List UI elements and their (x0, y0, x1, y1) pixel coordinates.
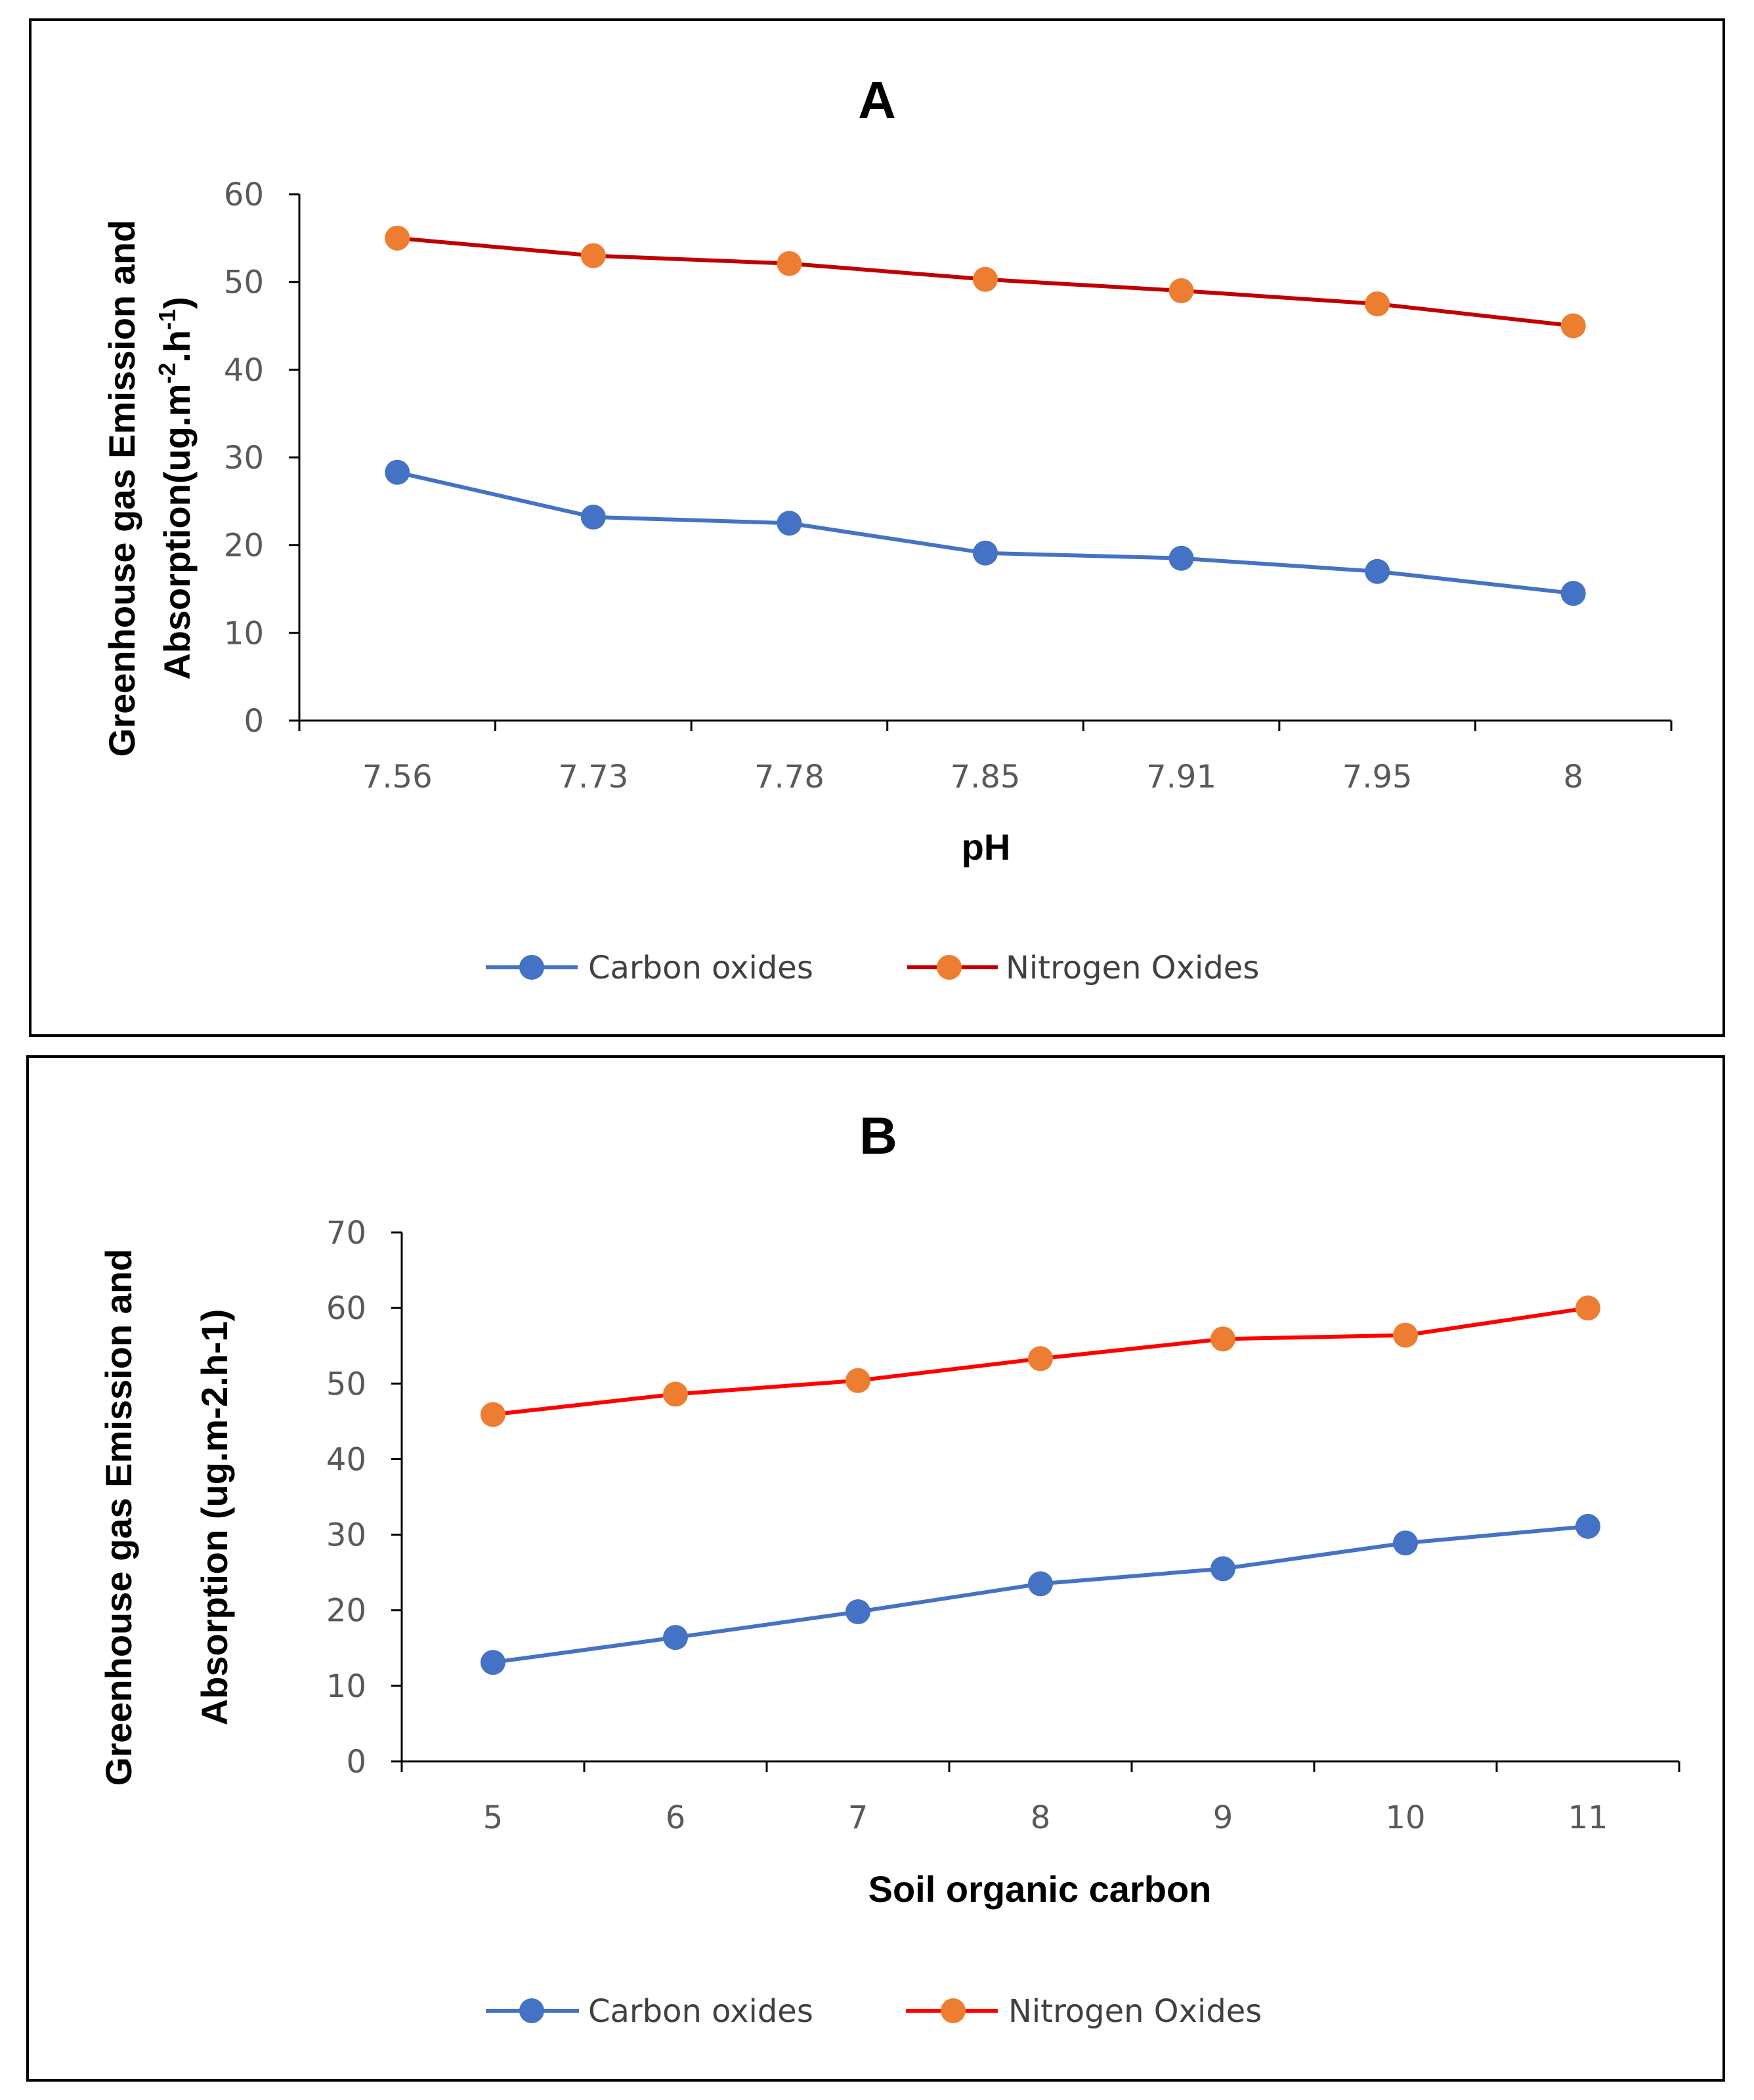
panel-b-x-tick-label: 11 (1568, 1799, 1608, 1836)
panel-b-plot-area: 0 10 20 30 40 50 60 70 5 6 7 8 9 10 11 (326, 1215, 1680, 1836)
panel-b-carbon-oxides-point (481, 1650, 505, 1675)
panel-b-legend: Carbon oxides Nitrogen Oxides (486, 1993, 1262, 2030)
panel-a-x-tick-label: 8 (1563, 759, 1583, 795)
panel-b-nitrogen-oxides-point (663, 1381, 688, 1407)
panel-b: B Greenhouse gas Emission and Absorption… (26, 1055, 1725, 2082)
panel-b-nitrogen-oxides-point (1575, 1295, 1600, 1321)
panel-b-legend-entry-carbon-oxides: Carbon oxides (486, 1993, 813, 2030)
panel-b-legend-label-carbon-oxides: Carbon oxides (588, 1993, 813, 2030)
panel-b-carbon-oxides-point (663, 1625, 688, 1650)
panel-b-y-label-line2: Absorption (ug.m-2.h-1) (194, 1309, 235, 1726)
panel-a-y-label-prefix: Absorption(ug.m (156, 384, 198, 680)
panel-a-y-tick-label: 20 (224, 528, 264, 564)
panel-a-carbon-oxides-point (973, 540, 998, 566)
panel-a-nitrogen-oxides-point (1365, 291, 1390, 317)
panel-a-carbon-oxides-point (1560, 581, 1586, 606)
panel-a-x-tick-label: 7.85 (951, 759, 1021, 795)
panel-b-y-tick-label: 0 (346, 1744, 366, 1780)
panel-a-y-label-sup2: -1 (154, 309, 181, 330)
panel-a-title: A (858, 71, 896, 129)
panel-a-y-label-mid: .h (156, 330, 198, 363)
panel-b-carbon-oxides-point (1393, 1530, 1418, 1556)
panel-a-legend-entry-carbon-oxides: Carbon oxides (486, 950, 813, 986)
panel-b-y-tick-label: 40 (326, 1441, 366, 1478)
panel-b-carbon-oxides-point (1028, 1571, 1053, 1597)
panel-b-x-tick-label: 10 (1385, 1799, 1425, 1836)
panel-b-x-tick-label: 5 (483, 1799, 503, 1836)
panel-a-carbon-oxides-point (1168, 545, 1194, 571)
panel-a-nitrogen-oxides-point (385, 225, 410, 251)
panel-a-x-tick-label: 7.91 (1146, 759, 1216, 795)
panel-a-legend-marker-nitrogen-oxides (937, 955, 962, 980)
panel-a-frame (29, 18, 1725, 1037)
panel-a-nitrogen-oxides-point (1560, 313, 1586, 339)
panel-b-x-tick-label: 6 (666, 1799, 686, 1836)
panel-b-x-tick-label: 7 (848, 1799, 868, 1836)
panel-b-carbon-oxides-point (845, 1599, 870, 1625)
panel-b-legend-marker-nitrogen-oxides (941, 1998, 966, 2023)
panel-a-legend-label-carbon-oxides: Carbon oxides (588, 950, 813, 986)
panel-a-y-tick-label: 10 (224, 615, 264, 652)
panel-a-carbon-oxides-point (385, 459, 410, 485)
panel-b-y-tick-label: 50 (326, 1366, 366, 1402)
panel-a-y-tick-label: 40 (224, 352, 264, 388)
panel-b-carbon-oxides-point (1210, 1556, 1235, 1582)
panel-a-nitrogen-oxides-point (1168, 278, 1194, 304)
panel-a-y-label-sup1: -2 (154, 363, 181, 384)
panel-b-nitrogen-oxides-point (1393, 1322, 1418, 1348)
panel-a-plot-area: 0 10 20 30 40 50 60 7.56 7.73 7.78 7.85 7.91 7.95 8 (224, 177, 1673, 795)
panel-b-legend-label-nitrogen-oxides: Nitrogen Oxides (1008, 1993, 1262, 2030)
panel-b-x-tick-label: 9 (1213, 1799, 1233, 1836)
panel-a-y-tick-label: 60 (224, 177, 264, 213)
panel-b-carbon-oxides-point (1575, 1513, 1600, 1539)
panel-a-y-tick-label: 30 (224, 440, 264, 476)
panel-a-y-label-line1: Greenhouse gas Emission and (101, 220, 142, 757)
panel-b-legend-entry-nitrogen-oxides: Nitrogen Oxides (906, 1993, 1262, 2030)
panel-a-x-tick-label: 7.78 (754, 759, 824, 795)
panel-b-nitrogen-oxides-point (1210, 1326, 1235, 1352)
panel-a-y-tick-label: 0 (244, 703, 264, 740)
panel-a: A Greenhouse gas Emission and Absorption… (29, 18, 1725, 1037)
panel-a-nitrogen-oxides-point (777, 251, 802, 276)
panel-b-y-tick-label: 20 (326, 1593, 366, 1629)
panel-a-legend-label-nitrogen-oxides: Nitrogen Oxides (1006, 950, 1259, 986)
panel-b-frame (26, 1055, 1725, 2082)
panel-a-carbon-oxides-point (777, 511, 802, 536)
panel-a-x-tick-label: 7.56 (362, 759, 433, 795)
panel-a-legend-marker-carbon-oxides (519, 955, 544, 980)
panel-b-nitrogen-oxides-point (845, 1368, 870, 1393)
panel-b-title: B (859, 1106, 897, 1165)
panel-b-y-tick-label: 70 (326, 1215, 366, 1251)
panel-a-nitrogen-oxides-point (973, 266, 998, 292)
panel-a-carbon-oxides-point (580, 504, 606, 530)
panel-b-y-tick-label: 30 (326, 1517, 366, 1554)
panel-a-y-label-line2: Absorption(ug.m-2.h-1) (154, 297, 198, 680)
panel-a-legend-entry-nitrogen-oxides: Nitrogen Oxides (907, 950, 1259, 986)
panel-b-x-tick-label: 8 (1031, 1799, 1051, 1836)
panel-b-y-tick-label: 60 (326, 1290, 366, 1327)
panel-a-y-axis-label: Greenhouse gas Emission and Absorption(u… (101, 220, 198, 757)
panel-a-x-axis-label: pH (962, 826, 1011, 868)
panel-b-y-axis-label: Greenhouse gas Emission and Absorption (… (98, 1249, 235, 1786)
panel-a-legend: Carbon oxides Nitrogen Oxides (486, 950, 1259, 986)
panel-b-nitrogen-oxides-point (481, 1402, 505, 1427)
panel-b-y-label-line1: Greenhouse gas Emission and (98, 1249, 139, 1786)
panel-a-nitrogen-oxides-point (580, 243, 606, 268)
panel-a-carbon-oxides-point (1365, 558, 1390, 584)
panel-b-x-axis-label: Soil organic carbon (868, 1868, 1212, 1910)
panel-a-x-tick-label: 7.95 (1342, 759, 1413, 795)
panel-b-nitrogen-oxides-point (1028, 1346, 1053, 1372)
panel-b-y-tick-label: 10 (326, 1668, 366, 1705)
panel-a-x-tick-label: 7.73 (558, 759, 628, 795)
panel-b-legend-marker-carbon-oxides (519, 1998, 544, 2023)
panel-a-y-label-suffix: ) (156, 297, 198, 309)
panel-a-y-tick-label: 50 (224, 264, 264, 301)
